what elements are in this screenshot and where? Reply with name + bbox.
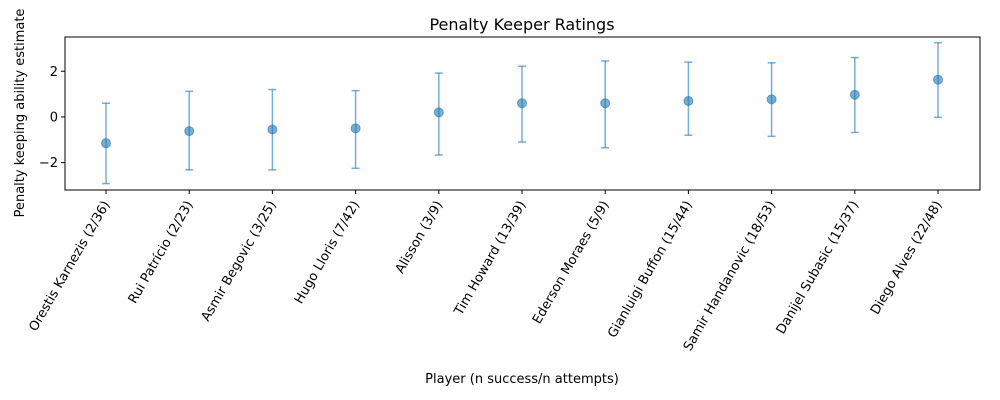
x-tick-label: Danijel Subasic (15/37) <box>774 199 863 337</box>
x-tick-label: Tim Howard (13/39) <box>451 199 529 319</box>
plot-area <box>64 36 981 191</box>
x-axis: Orestis Karnezis (2/36) Rui Patrício (2/2… <box>26 190 945 354</box>
x-tick-label: Rui Patrício (2/23) <box>126 199 197 307</box>
x-tick-label: Asmir Begovic (3/25) <box>199 199 280 325</box>
data-point <box>267 124 278 135</box>
y-tick-label: 2 <box>50 65 58 80</box>
x-tick-label: Samir Handanovic (18/53) <box>681 199 779 354</box>
data-point <box>350 123 361 134</box>
x-tick-label: Hugo Lloris (7/42) <box>292 199 363 307</box>
x-axis-label: Player (n success/n attempts) <box>425 372 619 387</box>
data-point <box>600 98 611 109</box>
data-point <box>433 107 444 118</box>
x-tick-label: Diego Alves (22/48) <box>868 199 945 318</box>
x-tick-label: Gianluigi Buffon (15/44) <box>605 199 696 341</box>
x-tick-label: Orestis Karnezis (2/36) <box>26 199 113 335</box>
data-point <box>849 89 860 100</box>
y-axis: −2 0 2 <box>39 65 65 171</box>
chart-title: Penalty Keeper Ratings <box>429 15 614 34</box>
data-point <box>517 98 527 109</box>
data-point <box>766 94 777 105</box>
y-axis-label: Penalty keeping ability estimate <box>13 9 28 218</box>
x-tick-label: Ederson Moraes (5/9) <box>530 199 613 327</box>
y-tick-label: 0 <box>50 110 58 125</box>
y-tick-label: −2 <box>39 156 58 171</box>
data-point <box>184 126 195 137</box>
x-tick-label: Alisson (3/9) <box>393 199 447 277</box>
data-point <box>933 74 943 85</box>
data-point <box>683 95 694 106</box>
data-point <box>101 138 111 149</box>
